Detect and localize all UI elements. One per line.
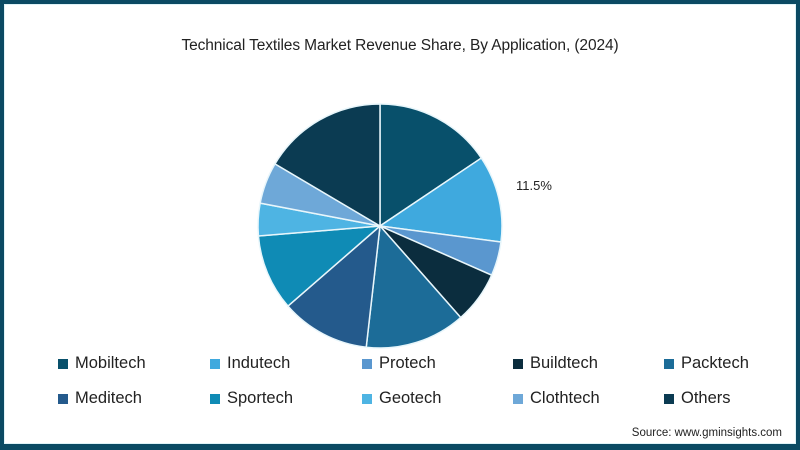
pie-slice-indutech (377, 157, 503, 243)
legend-item-geotech: Geotech (362, 389, 441, 408)
legend-swatch-icon (210, 358, 220, 369)
legend-swatch-icon (513, 358, 523, 369)
legend-swatch-icon (362, 358, 372, 369)
legend-swatch-icon (210, 393, 220, 404)
pie-slice-sportech (257, 225, 383, 308)
legend-swatch-icon (58, 358, 68, 369)
legend-label: Mobiltech (75, 354, 146, 372)
pie-slice-packtech (365, 224, 462, 349)
source-note: Source: www.gminsights.com (631, 427, 782, 439)
legend-label: Others (681, 389, 731, 407)
legend-swatch-icon (58, 393, 68, 404)
legend-label: Packtech (681, 354, 749, 372)
legend-item-mobiltech: Mobiltech (58, 354, 146, 373)
legend-item-indutech: Indutech (210, 354, 290, 373)
legend-swatch-icon (362, 393, 372, 404)
chart-title: Technical Textiles Market Revenue Share,… (181, 37, 619, 54)
legend-label: Indutech (227, 354, 291, 372)
legend-label: Geotech (379, 389, 442, 407)
legend-item-buildtech: Buildtech (513, 354, 598, 373)
legend-item-clothtech: Clothtech (513, 389, 600, 408)
legend-item-protech: Protech (362, 354, 436, 373)
legend-label: Protech (379, 354, 436, 372)
legend-label: Meditech (75, 389, 142, 407)
pie-slice-others (273, 103, 381, 228)
legend-label: Clothtech (530, 389, 600, 407)
legend-swatch-icon (513, 393, 523, 404)
legend-item-meditech: Meditech (58, 389, 142, 408)
legend-label: Sportech (227, 389, 294, 407)
pie-slice-meditech (286, 224, 381, 349)
legend-item-others: Others (664, 389, 731, 408)
legend-swatch-icon (664, 393, 674, 404)
legend-item-sportech: Sportech (210, 389, 293, 408)
indutech-data-label: 11.5% (516, 178, 552, 193)
pie-slice-mobiltech (379, 103, 483, 228)
legend-label: Buildtech (530, 354, 598, 372)
legend-swatch-icon (664, 358, 674, 369)
legend-item-packtech: Packtech (664, 354, 749, 373)
